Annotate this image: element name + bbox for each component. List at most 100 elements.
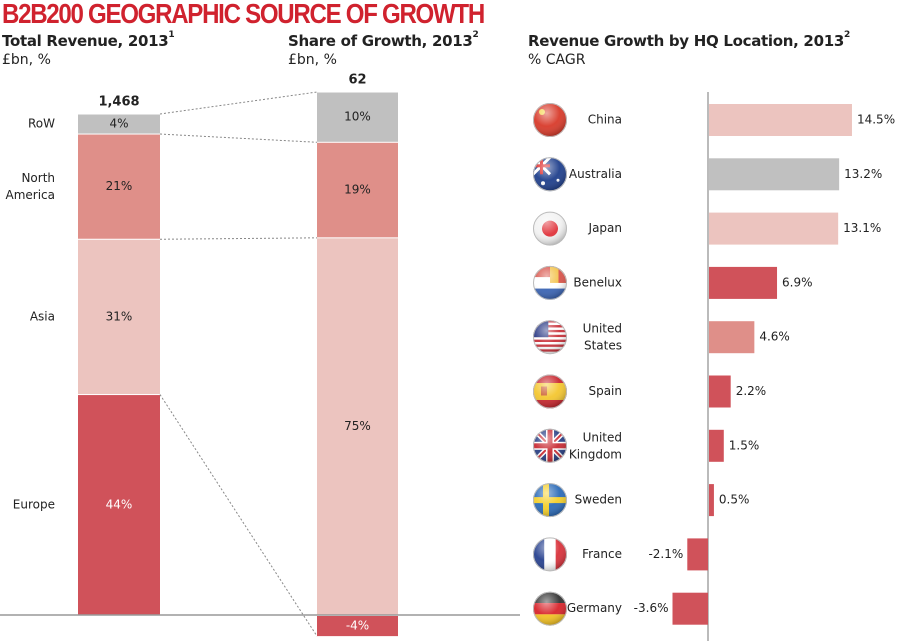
segment-label: 10% — [344, 110, 371, 124]
us-flag-icon — [533, 320, 567, 355]
share-of-growth-title: Share of Growth, 20132 — [288, 30, 479, 50]
benelux-flag-icon — [533, 265, 567, 300]
category-label-line: America — [6, 188, 56, 202]
bar-segment-europe — [317, 616, 398, 637]
flag-gloss — [533, 265, 567, 300]
flag-gloss — [533, 103, 567, 137]
total-label: 1,468 — [98, 95, 139, 110]
country-label-line: States — [584, 338, 622, 352]
share-of-growth-unit: £bn, % — [288, 52, 337, 68]
bar-row-france: France -2.1% — [533, 537, 708, 572]
category-label: North America — [6, 171, 56, 202]
country-label: France — [582, 547, 622, 561]
bar — [709, 375, 731, 408]
bar-row-germany: Germany -3.6% — [533, 591, 708, 626]
category-label: RoW — [28, 117, 55, 131]
hq-growth-title: Revenue Growth by HQ Location, 20132 — [528, 30, 850, 50]
category-label: Europe — [13, 497, 55, 511]
connector-line — [159, 237, 318, 240]
connector-line — [159, 91, 318, 115]
france-flag-icon — [533, 537, 567, 572]
bar-row-benelux: Benelux 6.9% — [533, 265, 813, 300]
hq-growth-title-text: Revenue Growth by HQ Location, 2013 — [528, 32, 844, 50]
flag-border — [533, 428, 567, 463]
country-label: United States — [583, 321, 622, 352]
country-label-line: United — [583, 321, 622, 335]
flag-gloss — [533, 483, 567, 518]
bar — [687, 538, 708, 571]
footnote-marker: 1 — [168, 30, 175, 40]
bar-segment-north-america — [78, 134, 160, 239]
segment-label: 44% — [106, 497, 133, 511]
bar-row-japan: Japan 13.1% — [533, 211, 881, 246]
footnote-marker: 2 — [472, 30, 479, 40]
share-of-growth-chart: -4% 75% 19% 10% 62 — [317, 73, 398, 637]
segment-label: 19% — [344, 183, 371, 197]
country-label: Japan — [588, 221, 622, 235]
total-revenue-title: Total Revenue, 20131 — [2, 30, 175, 50]
bar-segment-row — [317, 92, 398, 142]
bar — [709, 212, 839, 245]
bar — [709, 484, 714, 517]
value-label: 1.5% — [729, 438, 760, 452]
segment-label: 4% — [109, 117, 128, 131]
bar-row-united-kingdom: United Kingdom 1.5% — [533, 428, 760, 463]
bar-row-united-states: United States 4.6% — [533, 320, 790, 355]
flag-gloss — [533, 428, 567, 463]
country-label: Sweden — [575, 493, 622, 507]
flag-gloss — [533, 157, 567, 192]
bar-segment-row — [78, 114, 160, 134]
flag-gloss — [533, 537, 567, 572]
total-label: 62 — [348, 73, 366, 88]
hq-growth-unit: % CAGR — [528, 52, 586, 68]
segment-label: -4% — [346, 619, 369, 633]
hq-growth-chart: China 14.5% Australia 13.2% Japan 13.1% Benelu… — [533, 92, 895, 641]
connector-line — [159, 133, 318, 143]
flag-border — [533, 265, 567, 300]
value-label: -3.6% — [634, 601, 669, 615]
segment-label: 21% — [106, 179, 133, 193]
bar — [672, 592, 708, 625]
flag-border — [533, 320, 567, 355]
category-label-line: North — [21, 171, 55, 185]
country-label: United Kingdom — [569, 430, 622, 461]
value-label: -2.1% — [648, 547, 683, 561]
flag-border — [533, 591, 567, 626]
value-label: 6.9% — [782, 275, 813, 289]
country-label: Spain — [588, 384, 622, 398]
segment-label: 75% — [344, 419, 371, 433]
bar — [709, 104, 852, 136]
country-label: Benelux — [573, 275, 622, 289]
flag-border — [533, 483, 567, 518]
bar-segment-asia — [78, 239, 160, 395]
share-of-growth-title-text: Share of Growth, 2013 — [288, 32, 473, 50]
flag-gloss — [533, 211, 567, 246]
category-label: Asia — [30, 309, 55, 323]
main-title: B2B200 GEOGRAPHIC SOURCE OF GROWTH — [2, 0, 485, 29]
value-label: 2.2% — [736, 384, 767, 398]
flag-gloss — [533, 320, 567, 355]
bar-row-spain: Spain 2.2% — [533, 374, 767, 409]
total-revenue-unit: £bn, % — [2, 52, 51, 68]
bar-row-china: China 14.5% — [533, 103, 895, 137]
bar-row-sweden: Sweden 0.5% — [533, 483, 750, 518]
value-label: 4.6% — [759, 330, 790, 344]
bar-segment-asia — [317, 238, 398, 615]
bar-row-australia: Australia 13.2% — [533, 157, 882, 192]
bar — [709, 158, 840, 191]
country-label: China — [588, 113, 622, 127]
country-label: Australia — [569, 167, 622, 181]
connector-line — [159, 394, 318, 637]
value-label: 0.5% — [719, 493, 750, 507]
segment-label: 31% — [106, 309, 133, 323]
flag-border — [533, 537, 567, 572]
bar-segment-north-america — [317, 142, 398, 238]
bar — [709, 321, 755, 354]
country-label: Germany — [567, 601, 622, 615]
flag-border — [533, 103, 567, 137]
value-label: 13.1% — [843, 221, 881, 235]
total-revenue-title-text: Total Revenue, 2013 — [2, 32, 169, 50]
bar — [709, 429, 724, 462]
total-revenue-chart: 44% Europe 31% Asia 21% North America 4% RoW 1,46… — [6, 95, 160, 615]
flag-border — [533, 374, 567, 409]
